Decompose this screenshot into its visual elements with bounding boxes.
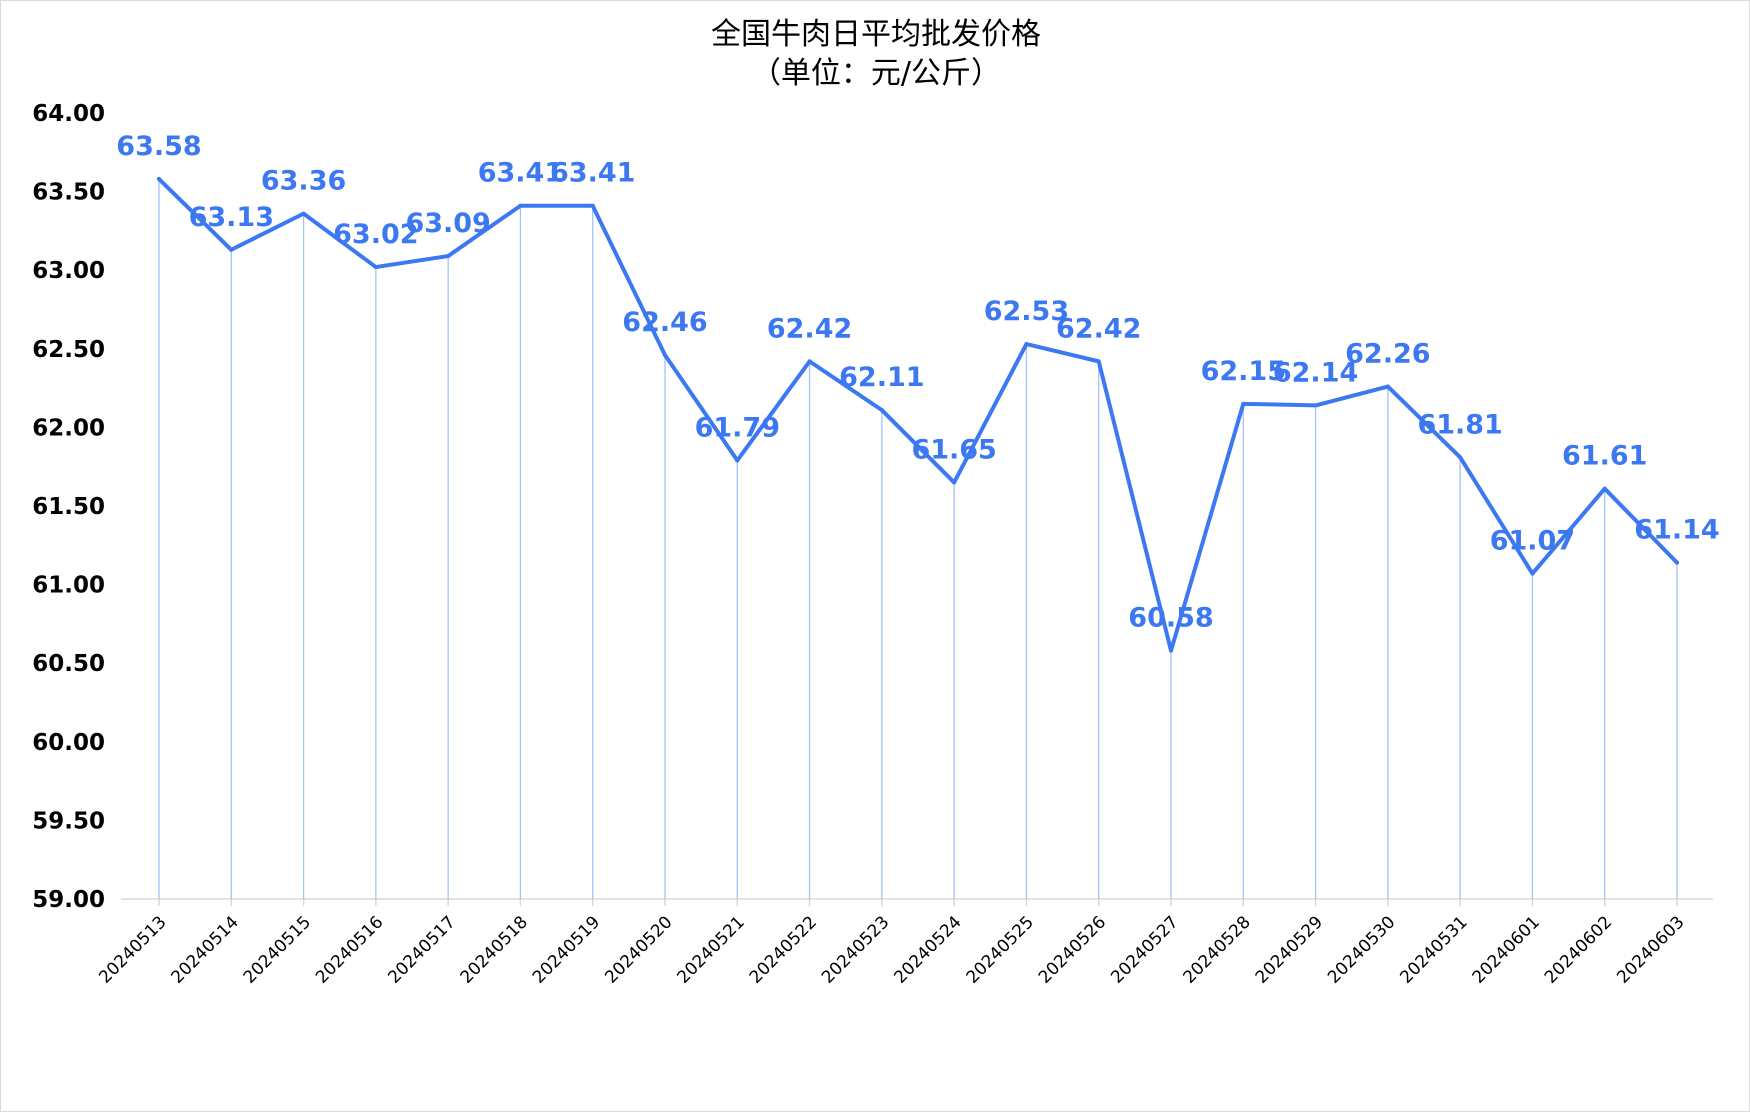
series-line (157, 177, 1679, 653)
x-tick-label: 20240525 (963, 912, 1038, 987)
data-point (229, 247, 234, 252)
x-tick-label: 20240528 (1179, 912, 1254, 987)
data-point (1675, 560, 1679, 565)
x-tick-label: 20240518 (457, 912, 532, 987)
y-tick-label: 62.50 (32, 337, 105, 363)
data-point (1169, 648, 1173, 653)
data-label: 62.11 (839, 362, 924, 393)
data-point (807, 359, 812, 364)
drop-lines (158, 179, 1678, 899)
y-tick-label: 64.00 (32, 101, 105, 127)
data-point (373, 265, 378, 270)
y-tick-label: 63.00 (32, 258, 105, 284)
data-point (1458, 455, 1463, 460)
data-label: 61.65 (911, 434, 996, 465)
x-tick-label: 20240514 (167, 912, 242, 987)
y-tick-label: 59.00 (32, 887, 105, 913)
data-point (590, 203, 595, 208)
y-tick-label: 62.00 (32, 415, 105, 441)
data-point (952, 480, 957, 485)
data-label: 62.42 (1056, 313, 1141, 344)
data-label: 61.81 (1417, 409, 1502, 440)
y-tick-label: 59.50 (32, 808, 105, 834)
data-label: 61.14 (1634, 515, 1719, 546)
data-label: 62.14 (1273, 357, 1358, 388)
data-point (663, 353, 667, 358)
x-tick-label: 20240527 (1107, 912, 1182, 987)
data-label: 63.13 (189, 202, 274, 233)
data-point (1385, 384, 1390, 389)
data-point (446, 254, 451, 259)
data-point (1096, 359, 1101, 364)
x-tick-label: 20240526 (1035, 912, 1110, 987)
data-point (518, 203, 523, 208)
x-tick-label: 20240516 (312, 912, 387, 987)
data-label: 63.41 (478, 158, 563, 189)
data-point (1313, 403, 1318, 408)
x-tick-label: 20240524 (890, 912, 965, 987)
x-tick-label: 20240515 (240, 912, 315, 987)
data-label: 61.79 (695, 412, 780, 443)
chart-title: 全国牛肉日平均批发价格 (711, 17, 1041, 52)
data-point (1602, 486, 1607, 491)
data-label: 62.26 (1345, 339, 1430, 370)
y-axis-tick-labels: 59.00 59.50 60.00 60.50 61.00 61.50 62.00 62.50… (32, 101, 105, 913)
data-label: 63.09 (405, 208, 490, 239)
data-point (301, 211, 306, 216)
x-tick-label: 20240521 (673, 912, 748, 987)
y-tick-label: 61.50 (32, 494, 105, 520)
x-axis (121, 898, 1713, 906)
data-label: 60.58 (1128, 603, 1213, 634)
x-tick-label: 20240602 (1541, 912, 1616, 987)
x-tick-label: 20240529 (1252, 912, 1327, 987)
data-label: 62.53 (984, 296, 1069, 327)
x-tick-label: 20240513 (95, 912, 170, 987)
y-tick-label: 61.00 (32, 573, 105, 599)
x-tick-label: 20240530 (1324, 912, 1399, 987)
x-tick-label: 20240531 (1396, 912, 1471, 987)
data-label: 63.36 (261, 166, 346, 197)
x-tick-label: 20240601 (1469, 912, 1544, 987)
data-label: 62.42 (767, 313, 852, 344)
data-label: 61.61 (1562, 441, 1647, 472)
data-point (1241, 401, 1246, 406)
data-point (735, 458, 740, 463)
chart-subtitle: （单位：元/公斤） (750, 56, 1002, 91)
data-point (879, 408, 884, 413)
series-line-group (157, 177, 1679, 653)
data-label: 63.02 (333, 219, 418, 250)
y-tick-label: 63.50 (32, 180, 105, 206)
data-label: 63.58 (116, 131, 201, 162)
data-point (157, 177, 161, 182)
x-tick-label: 20240523 (818, 912, 893, 987)
data-label: 63.41 (550, 158, 635, 189)
data-label: 62.15 (1201, 356, 1286, 387)
data-point (1024, 342, 1029, 347)
data-label: 61.07 (1490, 526, 1575, 557)
x-tick-label: 20240603 (1613, 912, 1688, 987)
x-tick-label: 20240522 (746, 912, 821, 987)
data-label: 62.46 (622, 307, 707, 338)
x-tick-label: 20240517 (384, 912, 459, 987)
data-point (1530, 571, 1535, 576)
y-tick-label: 60.50 (32, 651, 105, 677)
y-tick-label: 60.00 (32, 730, 105, 756)
x-tick-label: 20240520 (601, 912, 676, 987)
x-tick-label: 20240519 (529, 912, 604, 987)
x-axis-tick-labels: 2024051320240514202405152024051620240517… (95, 912, 1688, 987)
